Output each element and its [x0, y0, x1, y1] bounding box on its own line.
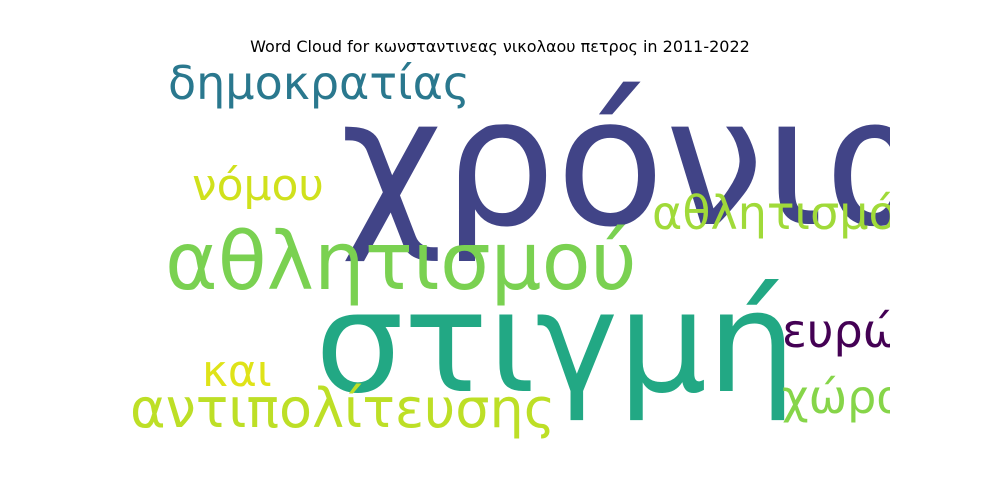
word-xora: χώρα [782, 370, 890, 424]
word-dimokratias: δημοκρατίας [168, 62, 470, 110]
word-evro: ευρώ [782, 304, 890, 358]
word-stigmi: στιγμή [315, 262, 797, 425]
word-kai: και [202, 346, 272, 397]
word-athlitismou: αθλητισμού [165, 215, 637, 308]
word-chronia: χρόνια [340, 62, 890, 266]
chart-title: Word Cloud for κωνσταντινεας νικολαου πε… [250, 37, 750, 56]
word-antipoliteusis: αντιπολίτευσης [130, 377, 556, 440]
word-nomou: νόμου [192, 160, 324, 211]
word-athlitismo: αθλητισμό [652, 186, 890, 240]
word-cloud: χρόνια δημοκρατίας νόμου αθλητισμού αθλη… [130, 62, 890, 442]
